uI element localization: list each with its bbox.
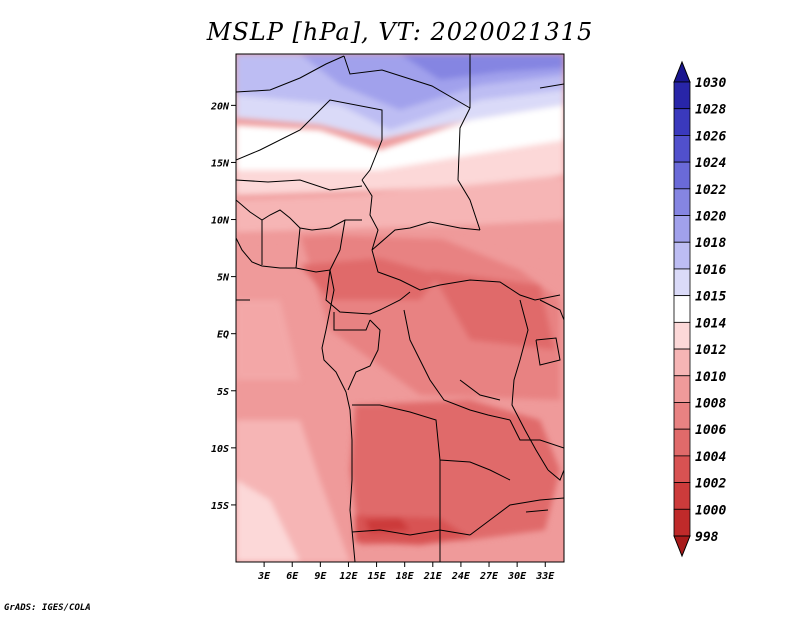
colorbar-label: 1004 <box>695 450 726 465</box>
colorbar-segment <box>673 135 691 163</box>
colorbar-label: 1016 <box>695 263 726 278</box>
colorbar-segment <box>673 455 691 483</box>
colorbar-segment <box>673 402 691 430</box>
colorbar-label: 1024 <box>695 156 726 171</box>
colorbar-segment <box>673 428 691 457</box>
latitude-axis: 20N 15N 10N 5N EQ 5S 10S 15S <box>210 101 236 512</box>
colorbar-label: 1026 <box>695 129 726 144</box>
colorbar-segment <box>673 241 691 270</box>
colorbar-label: 1002 <box>695 477 726 492</box>
map-frame <box>235 53 565 563</box>
grads-credit: GrADS: IGES/COLA <box>4 603 91 613</box>
lon-tick-label: 24E <box>451 571 471 582</box>
chart-title: MSLP [hPa], VT: 2020021315 <box>206 18 594 46</box>
lat-tick-label: 15N <box>211 158 230 169</box>
colorbar-segment <box>673 81 691 110</box>
longitude-axis: 3E 6E 9E 12E 15E 18E 21E 24E 27E 30E 33E <box>257 562 555 582</box>
lat-tick-label: 5N <box>217 273 230 284</box>
colorbar-label: 1028 <box>695 103 726 118</box>
colorbar-bottom-arrow <box>673 535 691 558</box>
colorbar-label: 1006 <box>695 423 726 438</box>
country-borders <box>236 54 564 562</box>
lon-tick-label: 18E <box>396 571 415 582</box>
colorbar: 1030 1028 1026 1024 1022 1020 1018 1016 1015 1014… <box>673 60 726 558</box>
colorbar-label: 1020 <box>695 210 726 225</box>
colorbar-top-arrow <box>673 60 691 83</box>
colorbar-label: 1012 <box>695 343 726 358</box>
colorbar-segment <box>673 161 691 190</box>
lat-tick-label: 15S <box>211 501 229 512</box>
colorbar-segment <box>673 375 691 403</box>
lon-tick-label: 21E <box>423 571 443 582</box>
colorbar-segment <box>673 268 691 297</box>
colorbar-segment <box>673 321 691 350</box>
lon-tick-label: 33E <box>535 571 555 582</box>
colorbar-label: 1010 <box>695 370 726 385</box>
colorbar-segment <box>673 295 691 323</box>
lon-tick-label: 15E <box>368 571 387 582</box>
colorbar-label: 1030 <box>695 76 726 91</box>
colorbar-segment <box>673 188 691 216</box>
colorbar-segment <box>673 348 691 377</box>
lon-tick-label: 27E <box>479 571 499 582</box>
colorbar-label: 1022 <box>695 183 726 198</box>
colorbar-label: 1018 <box>695 236 726 251</box>
colorbar-label: 998 <box>695 530 719 545</box>
colorbar-label: 1000 <box>695 503 726 518</box>
pressure-field <box>236 54 564 562</box>
lat-tick-label: 10S <box>211 444 229 455</box>
lat-tick-label: 20N <box>210 101 230 112</box>
colorbar-segment <box>673 508 691 537</box>
colorbar-segment <box>673 482 691 510</box>
colorbar-label: 1014 <box>695 316 726 331</box>
lon-tick-label: 9E <box>314 571 327 582</box>
lon-tick-label: 3E <box>257 571 271 582</box>
lon-tick-label: 30E <box>507 571 527 582</box>
lat-tick-label: 10N <box>211 216 230 227</box>
lon-tick-label: 12E <box>339 571 358 582</box>
lon-tick-label: 6E <box>286 571 299 582</box>
lat-tick-label: EQ <box>217 330 229 341</box>
lat-tick-label: 5S <box>217 387 229 398</box>
colorbar-label: 1015 <box>695 290 726 305</box>
colorbar-segment <box>673 108 691 136</box>
colorbar-label: 1008 <box>695 396 726 411</box>
colorbar-segment <box>673 215 691 243</box>
